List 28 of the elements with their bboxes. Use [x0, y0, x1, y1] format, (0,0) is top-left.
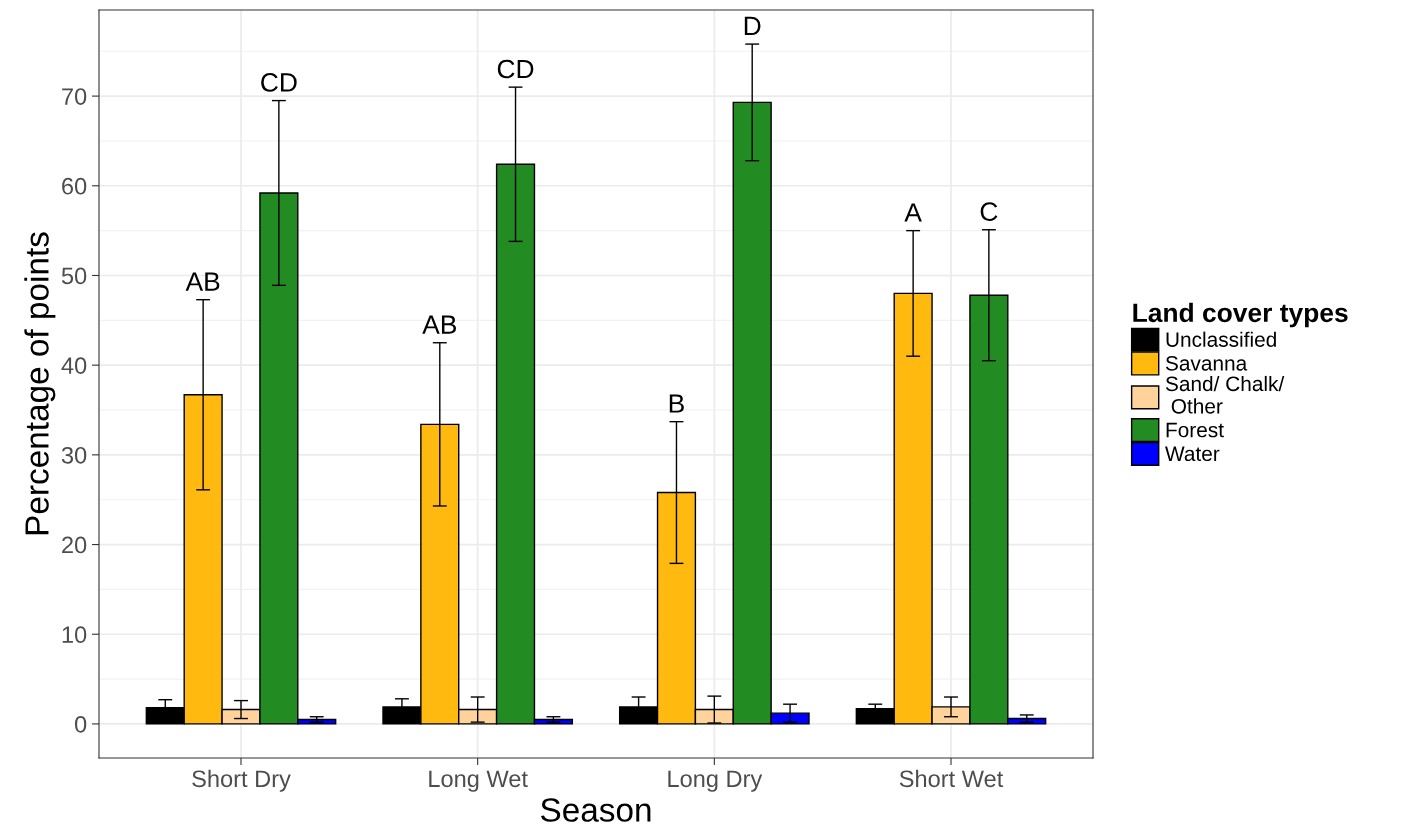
annotation: AB	[185, 272, 220, 291]
x-tick-label: Long Dry	[668, 770, 763, 792]
y-tick-label: 10	[62, 626, 87, 644]
x-tick-label: Short Wet	[899, 769, 1004, 788]
annotation: D	[744, 16, 761, 36]
y-tick-label: 20	[62, 536, 87, 554]
annotation: AB	[422, 315, 457, 334]
legend-label: Water	[1165, 446, 1220, 462]
legend-label: Unclassified	[1166, 331, 1276, 347]
annotation: CD	[261, 73, 297, 92]
annotation: CD	[497, 59, 534, 79]
x-tick-label: Long Wet	[429, 770, 528, 792]
y-tick-label: 40	[61, 357, 87, 374]
y-tick-label: 0	[74, 715, 87, 733]
y-tick-label: 70	[62, 88, 87, 105]
y-tick-label: 30	[61, 446, 87, 464]
legend-label: Forest	[1166, 422, 1224, 438]
annotation: C	[980, 202, 998, 221]
annotation: B	[669, 394, 684, 413]
x-axis-title: Season	[540, 798, 651, 822]
legend-title: Land cover types	[1133, 302, 1348, 328]
y-tick-label: 60	[62, 177, 87, 195]
y-tick-label: 50	[61, 267, 87, 285]
x-tick-label: Short Dry	[192, 769, 291, 792]
y-axis-title: Percentage of points	[24, 232, 56, 535]
legend-label: Sand/ Chalk/ Other	[1165, 375, 1285, 414]
legend-label: Savanna	[1165, 355, 1248, 371]
annotation: A	[904, 203, 922, 222]
